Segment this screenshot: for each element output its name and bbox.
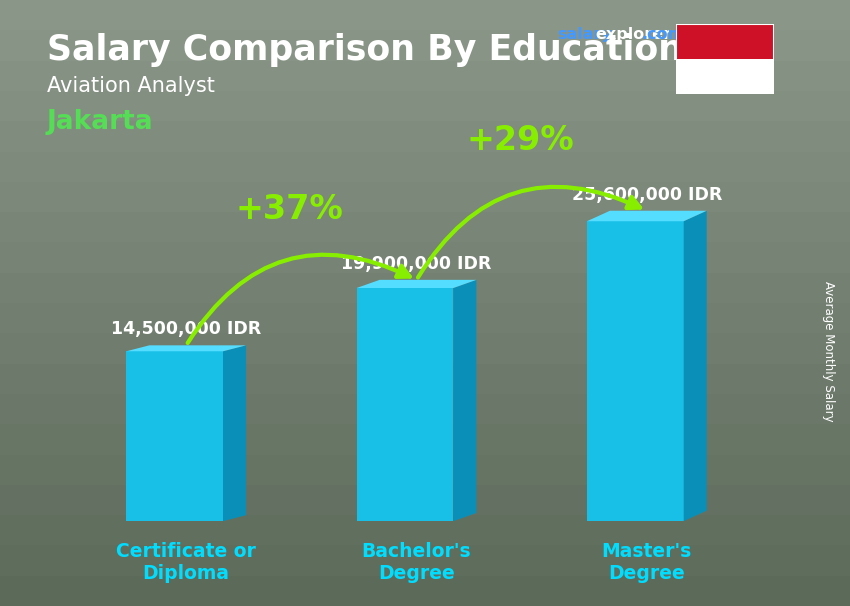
Bar — [0, 364, 850, 394]
Bar — [0, 242, 850, 273]
Bar — [0, 394, 850, 424]
Bar — [0, 545, 850, 576]
Text: 25,600,000 IDR: 25,600,000 IDR — [572, 185, 722, 204]
Text: Jakarta: Jakarta — [47, 109, 153, 135]
Text: 19,900,000 IDR: 19,900,000 IDR — [342, 255, 491, 273]
Bar — [676, 59, 774, 94]
Polygon shape — [683, 211, 706, 521]
Bar — [0, 303, 850, 333]
Polygon shape — [223, 345, 246, 521]
Bar — [676, 24, 774, 59]
Text: 14,500,000 IDR: 14,500,000 IDR — [111, 321, 261, 338]
Bar — [587, 221, 683, 521]
Bar — [0, 182, 850, 212]
Bar — [0, 91, 850, 121]
Bar — [0, 121, 850, 152]
Text: Certificate or
Diploma: Certificate or Diploma — [116, 542, 256, 583]
Bar — [0, 515, 850, 545]
Bar — [0, 576, 850, 606]
Polygon shape — [453, 280, 476, 521]
Bar — [0, 152, 850, 182]
Bar — [127, 351, 223, 521]
Bar — [0, 333, 850, 364]
Text: .com: .com — [642, 27, 685, 42]
Bar — [0, 424, 850, 454]
Polygon shape — [127, 345, 246, 351]
Text: +37%: +37% — [236, 193, 343, 226]
Text: Master's
Degree: Master's Degree — [602, 542, 692, 583]
Bar — [0, 212, 850, 242]
Text: Average Monthly Salary: Average Monthly Salary — [822, 281, 836, 422]
Text: salary: salary — [557, 27, 612, 42]
Bar — [0, 485, 850, 515]
Bar — [357, 288, 453, 521]
Text: Aviation Analyst: Aviation Analyst — [47, 76, 214, 96]
Text: Bachelor's
Degree: Bachelor's Degree — [362, 542, 471, 583]
Bar — [0, 454, 850, 485]
Text: explorer: explorer — [595, 27, 672, 42]
Polygon shape — [357, 280, 476, 288]
Bar — [0, 61, 850, 91]
Bar — [0, 273, 850, 303]
Polygon shape — [587, 211, 706, 221]
Bar — [0, 0, 850, 30]
Text: Salary Comparison By Education: Salary Comparison By Education — [47, 33, 683, 67]
Text: +29%: +29% — [467, 124, 574, 157]
Bar — [0, 30, 850, 61]
